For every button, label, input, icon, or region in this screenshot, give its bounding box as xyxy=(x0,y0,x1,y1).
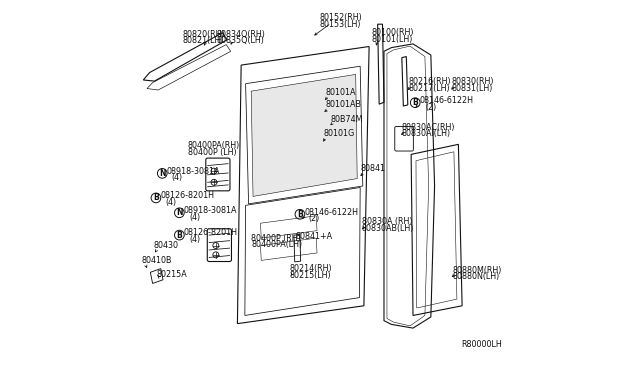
Text: 80101(LH): 80101(LH) xyxy=(371,35,413,44)
Text: 80821(LH): 80821(LH) xyxy=(182,36,224,45)
Text: 80153(LH): 80153(LH) xyxy=(319,20,361,29)
Text: 80217(LH): 80217(LH) xyxy=(408,84,450,93)
Text: 08918-3081A: 08918-3081A xyxy=(167,167,220,176)
Text: (4): (4) xyxy=(172,173,182,182)
Text: 80830A (RH): 80830A (RH) xyxy=(362,217,412,226)
Text: 80880M(RH): 80880M(RH) xyxy=(452,266,501,275)
Text: (4): (4) xyxy=(189,213,200,222)
Text: 80400P (RH): 80400P (RH) xyxy=(251,234,301,243)
Text: 80214(RH): 80214(RH) xyxy=(289,264,332,273)
Text: 80880N(LH): 80880N(LH) xyxy=(452,272,499,281)
Text: 08146-6122H: 08146-6122H xyxy=(420,96,474,105)
Text: 80100(RH): 80100(RH) xyxy=(371,28,414,37)
Text: 80831(LH): 80831(LH) xyxy=(451,84,493,93)
Text: 80830AB(LH): 80830AB(LH) xyxy=(362,224,414,232)
Text: 80101A: 80101A xyxy=(326,88,356,97)
Text: B: B xyxy=(177,231,182,240)
Text: 80152(RH): 80152(RH) xyxy=(319,13,362,22)
Polygon shape xyxy=(251,74,357,196)
Text: 80841: 80841 xyxy=(360,164,385,173)
Text: 80101AB: 80101AB xyxy=(326,100,362,109)
Text: 80215(LH): 80215(LH) xyxy=(289,271,331,280)
Text: 80835Q(LH): 80835Q(LH) xyxy=(216,36,264,45)
Text: N: N xyxy=(176,208,182,217)
Text: B: B xyxy=(153,193,159,202)
Text: 80820(RH): 80820(RH) xyxy=(182,30,225,39)
Text: (4): (4) xyxy=(166,198,177,207)
Text: 80430: 80430 xyxy=(154,241,179,250)
Text: 08918-3081A: 08918-3081A xyxy=(184,206,237,215)
Text: 80830AC(RH): 80830AC(RH) xyxy=(402,123,455,132)
Text: 80830(RH): 80830(RH) xyxy=(451,77,494,86)
Text: 08126-8201H: 08126-8201H xyxy=(161,191,214,200)
Text: 80B74M: 80B74M xyxy=(330,115,363,124)
Text: 80215A: 80215A xyxy=(156,270,187,279)
Text: R80000LH: R80000LH xyxy=(461,340,502,349)
Text: 80216(RH): 80216(RH) xyxy=(408,77,451,86)
Text: B: B xyxy=(297,210,303,219)
Text: 08146-6122H: 08146-6122H xyxy=(305,208,358,217)
Text: 80101G: 80101G xyxy=(324,129,355,138)
Text: N: N xyxy=(159,169,166,178)
Text: B: B xyxy=(412,98,418,107)
Text: 80830AI(LH): 80830AI(LH) xyxy=(402,129,451,138)
Text: 80410B: 80410B xyxy=(141,256,172,265)
Text: 80400PA(RH): 80400PA(RH) xyxy=(188,141,240,150)
Text: 80400P (LH): 80400P (LH) xyxy=(188,148,237,157)
Text: (4): (4) xyxy=(189,235,200,244)
Text: 80841+A: 80841+A xyxy=(296,232,333,241)
Text: (2): (2) xyxy=(425,103,436,112)
Text: 80400PA(LH): 80400PA(LH) xyxy=(251,240,302,249)
Text: 80834Q(RH): 80834Q(RH) xyxy=(216,30,266,39)
Text: (2): (2) xyxy=(309,214,320,223)
Text: 08126-8201H: 08126-8201H xyxy=(184,228,238,237)
